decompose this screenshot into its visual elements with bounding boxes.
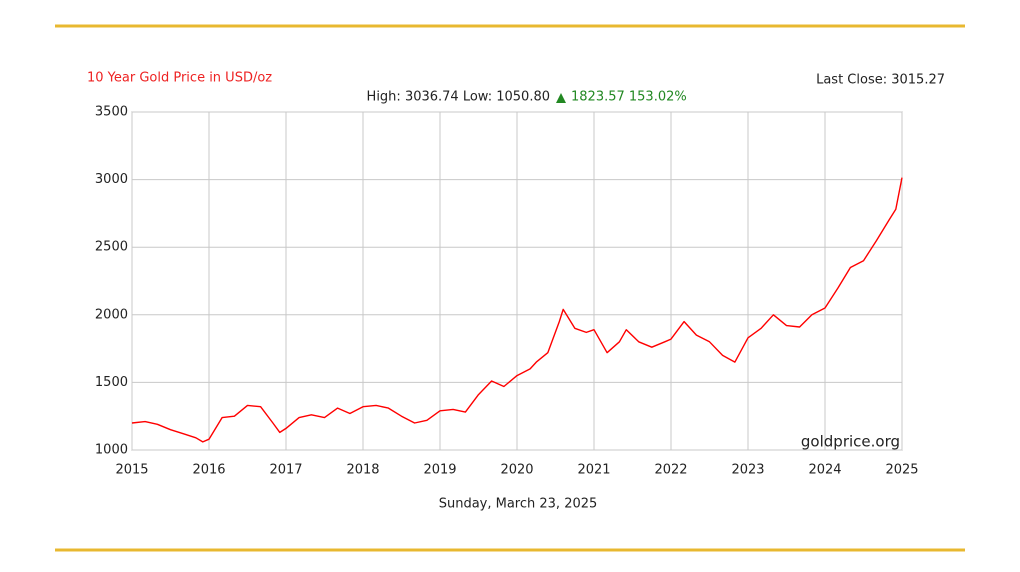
x-tick-label: 2018 [346,463,379,478]
x-tick-label: 2021 [577,463,610,478]
x-tick-label: 2016 [192,463,225,478]
x-tick-label: 2020 [500,463,533,478]
x-tick-label: 2017 [269,463,302,478]
source: goldprice.org [801,433,900,451]
y-tick-label: 2000 [95,307,128,322]
y-tick-label: 1000 [95,443,128,458]
price-line [131,177,903,443]
x-tick-label: 2015 [115,463,148,478]
last-close: Last Close: 3015.27 [816,73,945,88]
date: Sunday, March 23, 2025 [439,497,598,512]
x-tick-label: 2025 [885,463,918,478]
y-tick-label: 1500 [95,375,128,390]
y-tick-label: 3000 [95,172,128,187]
y-tick-label: 3500 [95,105,128,120]
chart-title: 10 Year Gold Price in USD/oz [87,71,272,86]
high-low: High: 3036.74 Low: 1050.80 [367,90,550,105]
y-tick-label: 2500 [95,240,128,255]
change: 1823.57 153.02% [571,90,687,105]
x-tick-label: 2024 [808,463,841,478]
x-tick-label: 2019 [423,463,456,478]
x-tick-label: 2023 [731,463,764,478]
x-tick-label: 2022 [654,463,687,478]
up-arrow [556,93,566,103]
